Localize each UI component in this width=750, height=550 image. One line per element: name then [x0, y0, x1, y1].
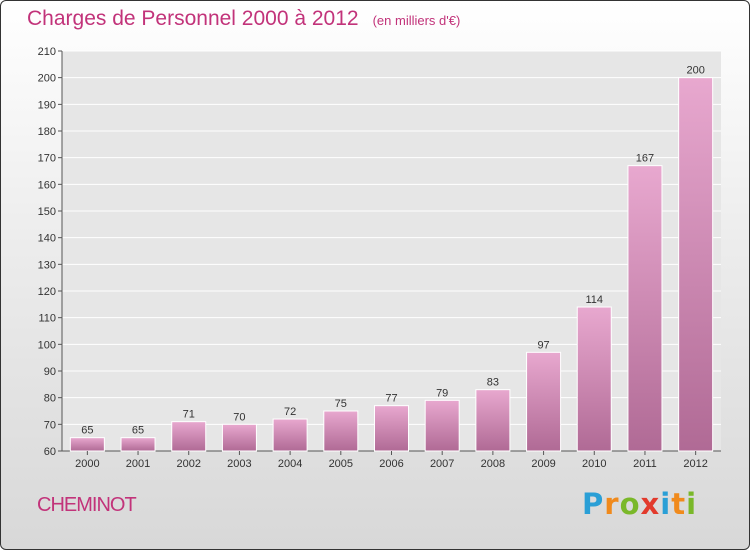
chart-title: Charges de Personnel 2000 à 2012 (en mill… [27, 7, 460, 31]
bar [475, 389, 511, 452]
y-tick-label: 170 [38, 153, 56, 165]
bar-value-label: 97 [537, 339, 549, 351]
bar [323, 410, 359, 452]
y-tick-label: 90 [44, 366, 56, 378]
logo-letter: r [604, 487, 620, 521]
bar-value-label: 79 [436, 387, 448, 399]
plot-area [62, 51, 721, 451]
bar [221, 423, 257, 452]
x-tick-label: 2001 [126, 458, 150, 470]
y-tick-label: 100 [38, 339, 56, 351]
bar [374, 405, 409, 452]
y-tick-label: 210 [38, 46, 56, 58]
bar-value-label: 200 [686, 65, 704, 77]
bar-value-label: 71 [183, 409, 195, 421]
title-text: Charges de Personnel 2000 à 2012 [27, 7, 359, 30]
bar-value-label: 77 [385, 393, 397, 405]
x-tick-label: 2008 [481, 458, 505, 470]
x-tick-label: 2009 [531, 458, 555, 470]
y-tick-label: 200 [38, 73, 56, 85]
logo-letter: t [671, 487, 687, 521]
bar-value-label: 83 [487, 377, 499, 389]
y-tick-label: 70 [44, 419, 56, 431]
commune-name: CHEMINOT [37, 494, 137, 516]
logo-letter: o [619, 487, 641, 521]
y-tick-label: 110 [38, 313, 56, 325]
bar-value-label: 65 [132, 425, 144, 437]
x-tick-label: 2007 [430, 458, 454, 470]
bar [424, 399, 460, 452]
x-tick-label: 2005 [329, 458, 353, 470]
bar [627, 165, 663, 452]
logo-letter: x [640, 487, 661, 521]
bar-value-label: 72 [284, 406, 296, 418]
bar [576, 306, 612, 452]
x-tick-label: 2003 [227, 458, 251, 470]
x-tick-label: 2010 [582, 458, 606, 470]
x-tick-label: 2000 [75, 458, 99, 470]
logo-letter: P [582, 487, 605, 521]
bar-value-label: 114 [585, 294, 603, 306]
bar-value-label: 75 [335, 398, 347, 410]
y-tick-label: 140 [38, 233, 56, 245]
bar-value-label: 65 [81, 425, 93, 437]
bar-value-label: 70 [233, 411, 245, 423]
logo-letter: i [686, 487, 698, 521]
y-tick-label: 150 [38, 206, 56, 218]
x-tick-label: 2012 [683, 458, 707, 470]
bar [678, 77, 714, 452]
y-tick-label: 80 [44, 393, 56, 405]
bar [272, 418, 308, 452]
bar [120, 437, 156, 452]
x-tick-label: 2002 [176, 458, 200, 470]
chart-subtitle: (en milliers d'€) [372, 13, 461, 28]
y-tick-label: 60 [44, 446, 56, 458]
x-tick-label: 2011 [633, 458, 657, 470]
bar [69, 437, 105, 452]
y-tick-label: 180 [38, 126, 56, 138]
y-tick-label: 190 [38, 99, 56, 111]
proxiti-logo: Proxiti [582, 487, 697, 521]
y-tick-label: 160 [38, 179, 56, 191]
bar [171, 421, 207, 452]
x-tick-label: 2004 [278, 458, 302, 470]
y-tick-label: 130 [38, 259, 56, 271]
x-tick-label: 2006 [379, 458, 403, 470]
bar-value-label: 167 [636, 153, 654, 165]
logo-letter: i [660, 487, 672, 521]
bar [526, 351, 562, 452]
y-tick-label: 120 [38, 286, 56, 298]
